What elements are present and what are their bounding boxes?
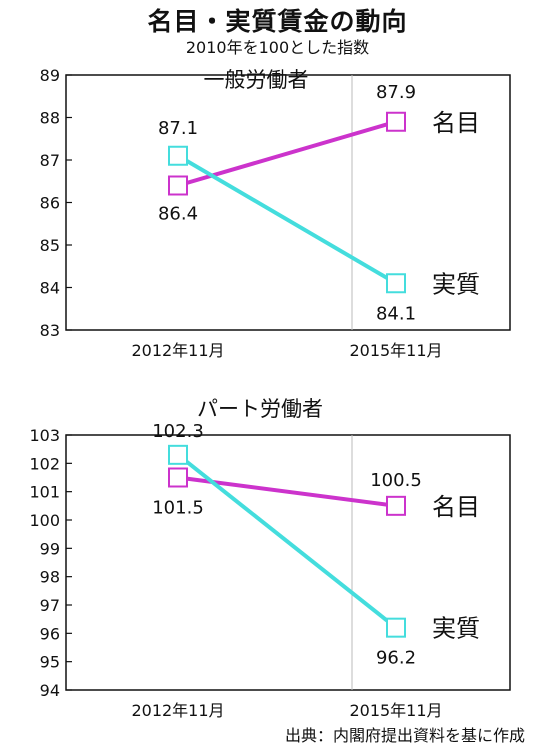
data-point-実質 bbox=[168, 145, 188, 166]
y-tick-label: 87 bbox=[40, 151, 60, 170]
page-title: 名目・実質賃金の動向 bbox=[147, 7, 408, 36]
y-tick-label: 98 bbox=[40, 568, 60, 587]
page-subtitle: 2010年を100とした指数 bbox=[185, 38, 370, 57]
x-tick-label: 2012年11月 bbox=[131, 341, 224, 360]
y-tick-label: 102 bbox=[29, 454, 60, 473]
y-tick-label: 84 bbox=[40, 279, 60, 298]
data-label: 101.5 bbox=[152, 498, 204, 519]
x-tick-label: 2015年11月 bbox=[349, 701, 442, 720]
y-tick-label: 83 bbox=[40, 321, 60, 340]
data-label: 87.9 bbox=[376, 82, 416, 103]
panel-title-0: 一般労働者 bbox=[204, 68, 309, 92]
y-tick-label: 101 bbox=[29, 483, 60, 502]
series-name-label: 実質 bbox=[432, 615, 480, 643]
source-note: 出典：内閣府提出資料を基に作成 bbox=[284, 726, 525, 745]
data-label: 87.1 bbox=[158, 118, 198, 139]
data-point-名目 bbox=[386, 111, 406, 132]
data-point-実質 bbox=[386, 617, 406, 638]
panel-title-1: パート労働者 bbox=[197, 397, 323, 421]
y-tick-label: 94 bbox=[40, 681, 60, 700]
data-label: 84.1 bbox=[376, 303, 416, 324]
data-point-名目 bbox=[386, 495, 406, 516]
data-point-実質 bbox=[168, 444, 188, 465]
series-name-label: 実質 bbox=[432, 270, 480, 298]
y-tick-label: 97 bbox=[40, 596, 60, 615]
series-line-実質 bbox=[176, 154, 398, 285]
y-tick-label: 86 bbox=[40, 194, 60, 213]
series-name-label: 名目 bbox=[432, 493, 480, 521]
y-tick-label: 89 bbox=[40, 66, 60, 85]
data-label: 96.2 bbox=[376, 648, 416, 669]
data-point-名目 bbox=[168, 467, 188, 488]
y-tick-label: 88 bbox=[40, 109, 60, 128]
plot-frame-1 bbox=[65, 434, 511, 691]
x-tick-label: 2012年11月 bbox=[131, 701, 224, 720]
y-tick-label: 103 bbox=[29, 426, 60, 445]
series-name-label: 名目 bbox=[432, 109, 480, 137]
data-label: 100.5 bbox=[370, 470, 422, 491]
x-tick-label: 2015年11月 bbox=[349, 341, 442, 360]
y-tick-label: 85 bbox=[40, 236, 60, 255]
y-tick-label: 95 bbox=[40, 653, 60, 672]
data-label: 86.4 bbox=[158, 204, 198, 225]
y-tick-label: 99 bbox=[40, 539, 60, 558]
data-point-実質 bbox=[386, 273, 406, 294]
series-line-実質 bbox=[176, 453, 398, 630]
data-point-名目 bbox=[168, 175, 188, 196]
data-label: 102.3 bbox=[152, 421, 204, 442]
y-tick-label: 100 bbox=[29, 511, 60, 530]
y-tick-label: 96 bbox=[40, 624, 60, 643]
